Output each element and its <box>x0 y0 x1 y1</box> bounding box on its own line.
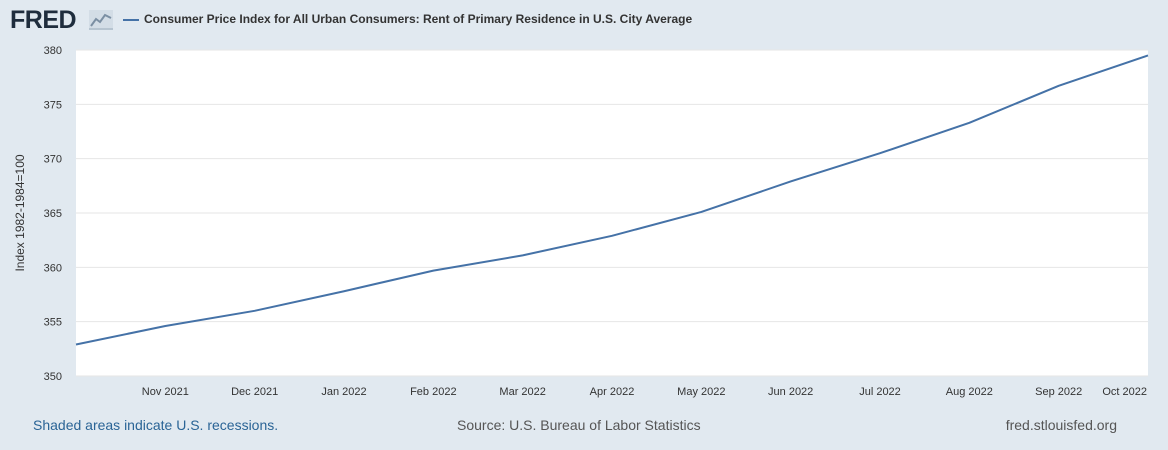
x-tick-label: Apr 2022 <box>590 386 635 398</box>
grid-lines <box>76 49 1148 377</box>
site-link[interactable]: fred.stlouisfed.org <box>1005 417 1117 433</box>
legend-line-swatch <box>123 19 139 21</box>
source-text: Source: U.S. Bureau of Labor Statistics <box>457 417 701 433</box>
x-tick-label: Sep 2022 <box>1035 386 1082 398</box>
x-tick-label: May 2022 <box>677 386 725 398</box>
y-tick-label: 375 <box>44 99 62 111</box>
x-tick-label: Feb 2022 <box>410 386 456 398</box>
x-tick-label: Mar 2022 <box>499 386 545 398</box>
series-title: Consumer Price Index for All Urban Consu… <box>144 12 693 26</box>
fred-logo[interactable]: FRED <box>10 6 77 34</box>
line-chart: 350 355 360 365 370 375 380 Nov 2021 Dec 2021 Ja… <box>13 45 1149 398</box>
y-tick-label: 365 <box>44 208 62 220</box>
x-tick-label: Oct 2022 <box>1102 386 1147 398</box>
x-axis-ticks: Nov 2021 Dec 2021 Jan 2022 Feb 2022 Mar 2022… <box>142 386 1147 398</box>
chart-header: FRED Consumer Price Index for All Urban … <box>0 0 1168 40</box>
x-tick-label: Aug 2022 <box>946 386 993 398</box>
recessions-note[interactable]: Shaded areas indicate U.S. recessions. <box>33 417 279 433</box>
x-tick-label: Jul 2022 <box>859 386 901 398</box>
series-group <box>75 54 1149 346</box>
y-axis-label: Index 1982-1984=100 <box>13 154 27 271</box>
x-tick-label: Dec 2021 <box>231 386 278 398</box>
y-tick-label: 355 <box>44 317 62 329</box>
fred-graph-icon <box>89 10 113 30</box>
y-tick-label: 360 <box>44 262 62 274</box>
y-tick-label: 380 <box>44 45 62 57</box>
x-tick-label: Jan 2022 <box>321 386 366 398</box>
y-tick-label: 370 <box>44 154 62 166</box>
y-axis-ticks: 350 355 360 365 370 375 380 <box>44 45 62 383</box>
x-tick-label: Nov 2021 <box>142 386 189 398</box>
x-tick-label: Jun 2022 <box>768 386 813 398</box>
y-tick-label: 350 <box>44 371 62 383</box>
